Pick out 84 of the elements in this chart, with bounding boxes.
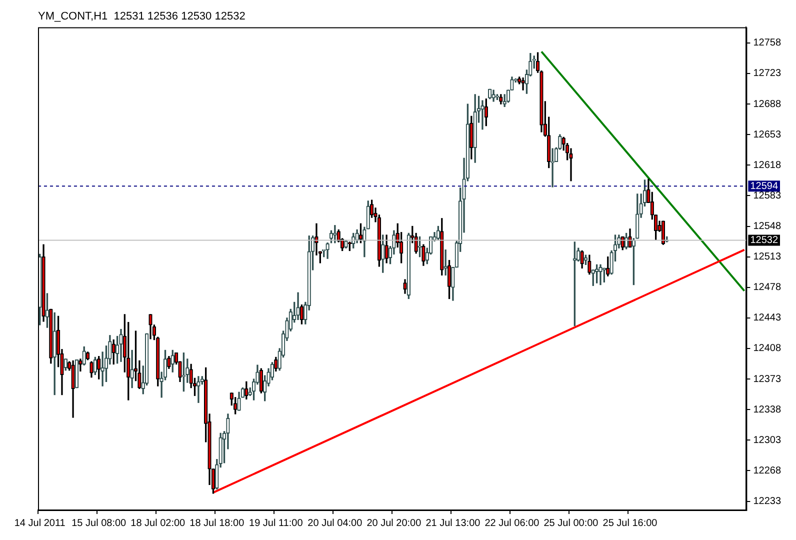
y-tick-label: 12268 [753,465,782,476]
y-tick-label: 12548 [753,221,782,232]
candlestick [473,94,477,163]
candlestick [628,228,632,248]
candlestick [300,304,304,324]
candlestick [167,356,171,369]
y-tick-label: 12723 [753,68,782,80]
x-tick-label: 22 Jul 06:00 [484,518,540,529]
x-tick-label: 20 Jul 04:00 [308,518,363,529]
candlestick [344,240,348,248]
candlestick [506,90,510,103]
candlestick [436,226,440,241]
y-tick-label: 12583 [753,190,782,202]
candlestick [52,312,56,396]
y-tick-label: 12443 [753,312,782,324]
candlestick [550,148,554,188]
y-tick-label: 12373 [753,374,782,385]
candlestick [93,356,97,376]
candlestick [333,225,337,244]
candlestick [444,250,448,276]
y-tick-label: 12758 [753,38,782,49]
x-tick-label: 18 Jul 02:00 [130,518,186,529]
candlestick [447,260,452,300]
candlestick [403,279,407,294]
ref-line-label: 12594 [750,180,778,192]
x-tick-label: 25 Jul 16:00 [602,518,658,529]
candlestick [86,352,90,360]
candlestick [499,94,503,104]
candlestick [237,392,241,411]
candlestick [38,254,42,326]
candlestick [521,78,525,90]
candlestick [196,376,200,403]
y-tick-label: 12513 [753,252,782,263]
candlestick [358,223,363,244]
candlestick [572,242,577,326]
y-tick-label: 12408 [753,343,782,354]
candlestick [492,90,496,102]
candlestick [326,242,330,259]
candlestick [64,358,68,371]
candlestick [42,244,46,322]
candlestick [130,350,134,388]
candlestick [598,264,602,286]
candlestick [234,397,238,414]
y-tick-label: 12338 [753,404,782,416]
candlestick [119,328,123,362]
candlestick [594,264,599,284]
candlestick [602,268,606,282]
candlestick [381,234,385,273]
candlestick [274,356,278,372]
candlestick [502,94,506,107]
x-tick-label: 18 Jul 18:00 [190,518,245,529]
x-tick-label: 21 Jul 13:00 [426,518,481,529]
candlestick [580,250,584,268]
y-tick-label: 12653 [753,129,782,140]
candlestick [495,94,500,100]
candlestick [45,293,50,328]
candlestick [588,254,592,275]
candlestick [182,352,186,392]
chart-title: YM_CONT,H1 12531 12536 12530 12532 [38,10,246,23]
candlestick [296,292,300,320]
y-tick-label: 12478 [753,282,782,294]
ref-line-label: 12532 [750,234,778,246]
candlestick [480,100,484,130]
candlestick [49,308,53,364]
y-tick-label: 12233 [753,496,782,508]
y-tick-label: 12303 [753,434,782,446]
candlestick [74,360,79,388]
candlestick [422,244,426,266]
candlestick [384,234,388,264]
candlestick [470,116,474,160]
candlestick [71,360,75,418]
x-tick-label: 25 Jul 00:00 [544,518,599,529]
candlestick [510,76,514,90]
candlestick [97,356,101,380]
candlestick [90,361,94,378]
y-tick-label: 12688 [753,98,782,110]
x-tick-label: 19 Jul 11:00 [249,518,304,529]
candlestick [170,350,174,372]
x-tick-label: 15 Jul 08:00 [72,518,127,529]
x-tick-label: 20 Jul 20:00 [366,518,422,529]
candlestick [148,314,152,340]
x-tick-label: 14 Jul 2011 [14,518,66,529]
candlestick [259,368,263,394]
y-tick-label: 12618 [753,160,782,171]
